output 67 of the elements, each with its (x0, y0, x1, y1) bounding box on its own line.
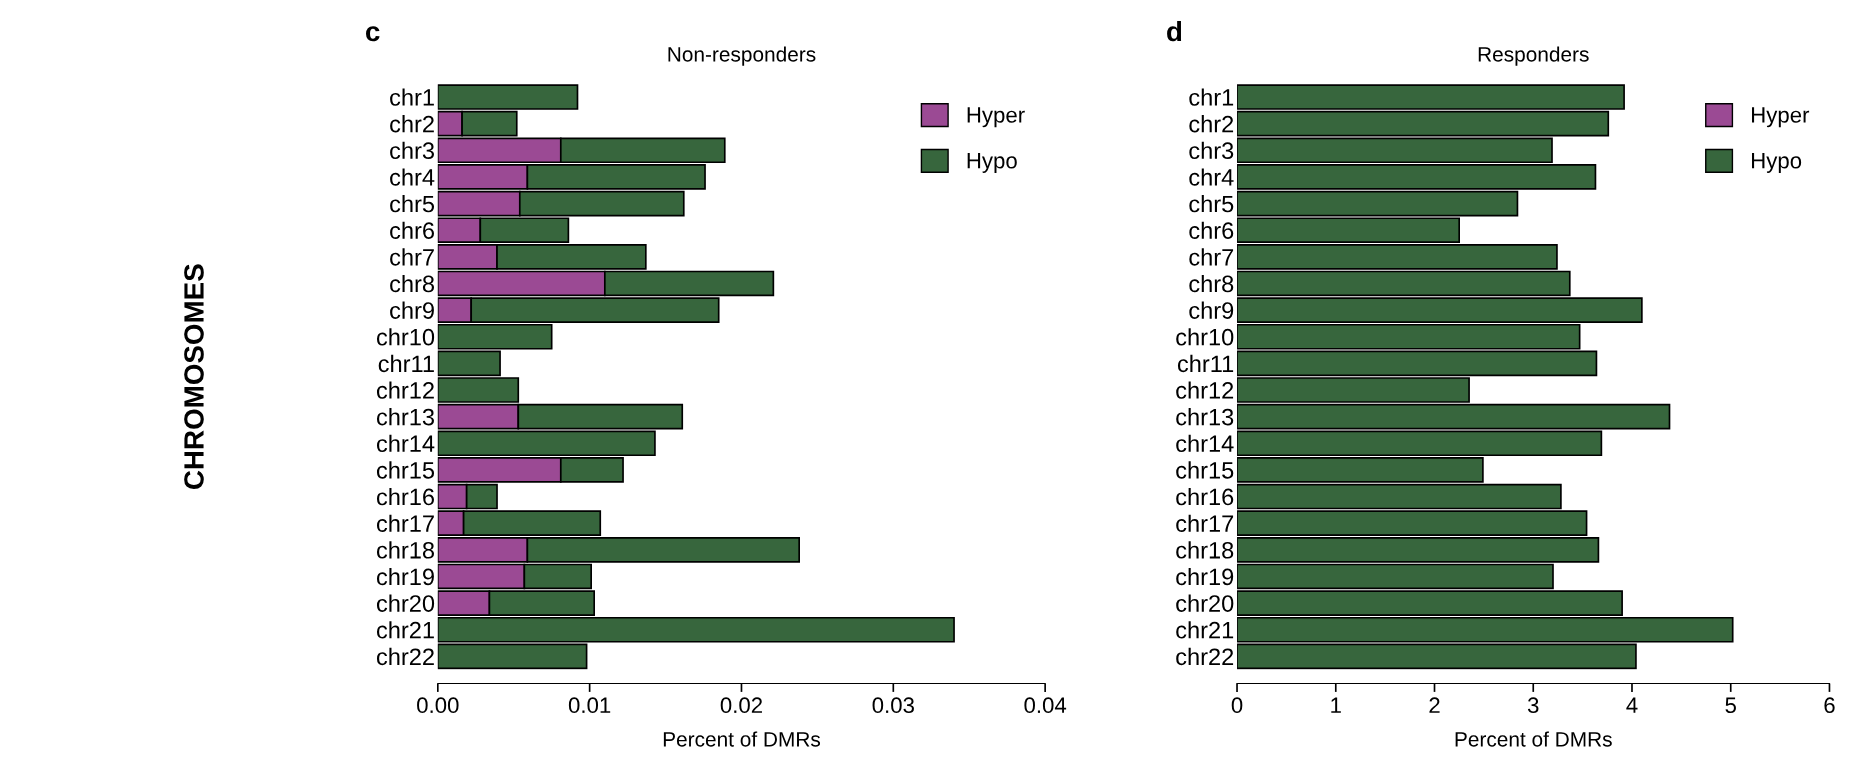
y-tick-label: chr2 (390, 115, 434, 133)
x-axis-title: Percent of DMRs (1455, 731, 1612, 747)
y-tick-label: chr13 (1176, 408, 1234, 426)
y-axis-title: CHROMOSOMES (184, 264, 204, 489)
text: c (366, 26, 380, 42)
y-tick-label: chr3 (390, 141, 434, 160)
y-tick-label: chr11 (378, 354, 434, 373)
y-tick-label: chr3 (1189, 141, 1234, 160)
y-tick-label: chr1 (1189, 88, 1234, 106)
y-tick-label: chr5 (1189, 195, 1234, 213)
x-tick-label: 2 (1429, 697, 1440, 713)
y-tick-label: chr20 (376, 594, 435, 612)
y-tick-label: chr4 (1189, 168, 1234, 186)
y-tick-label: chr19 (376, 567, 434, 586)
y-tick-label: chr15 (376, 461, 435, 479)
y-tick-label: chr11 (1177, 354, 1234, 373)
y-tick-label: chr15 (1176, 461, 1234, 479)
y-tick-label: chr8 (1189, 274, 1234, 293)
legend-label: Hypo (1752, 153, 1802, 173)
y-tick-label: chr13 (376, 408, 434, 426)
x-tick-label: 3 (1527, 697, 1539, 714)
y-tick-label: chr22 (376, 647, 434, 666)
x-axis-title: Percent of DMRs (663, 731, 821, 747)
text: d (1167, 20, 1182, 42)
y-tick-label: chr16 (1176, 488, 1234, 506)
y-tick-label: chr5 (390, 195, 435, 213)
y-tick-label: chr14 (376, 434, 435, 453)
x-tick-label: 1 (1331, 697, 1341, 713)
x-tick-label: 0.02 (720, 697, 762, 714)
y-tick-label: chr9 (1189, 301, 1234, 319)
chart-title: Responders (1478, 46, 1589, 66)
legend-label: Hyper (967, 107, 1025, 128)
x-tick-label: 0.00 (417, 697, 459, 714)
y-tick-label: chr7 (390, 248, 434, 266)
y-tick-label: chr7 (1189, 248, 1234, 266)
y-tick-label: chr10 (1176, 328, 1234, 346)
y-tick-label: chr22 (1176, 647, 1234, 666)
x-tick-label: 0.01 (568, 697, 611, 714)
y-tick-label: chr14 (1176, 434, 1234, 453)
chart-title: Non-responders (668, 46, 816, 66)
y-tick-label: chr21 (376, 621, 434, 639)
x-tick-label: 0 (1231, 697, 1243, 714)
x-tick-label: 0.03 (872, 697, 914, 714)
y-tick-label: chr19 (1176, 567, 1234, 586)
y-tick-label: chr17 (1176, 514, 1234, 532)
y-tick-label: chr10 (376, 328, 435, 346)
x-tick-label: 0.04 (1024, 697, 1067, 714)
x-tick-label: 6 (1824, 697, 1835, 714)
y-tick-label: chr6 (390, 221, 434, 239)
x-tick-label: 5 (1725, 697, 1736, 714)
y-tick-label: chr18 (376, 541, 435, 559)
y-tick-label: chr1 (390, 88, 434, 106)
legend-label: Hypo (967, 153, 1017, 173)
y-tick-label: chr12 (376, 381, 434, 399)
y-tick-label: chr9 (390, 301, 434, 319)
y-tick-label: chr6 (1189, 221, 1234, 239)
x-tick-label: 4 (1626, 697, 1638, 713)
y-tick-label: chr8 (390, 274, 434, 293)
y-tick-label: chr4 (390, 168, 435, 186)
y-tick-label: chr21 (1176, 621, 1234, 639)
y-tick-label: chr2 (1189, 115, 1234, 133)
y-tick-label: chr20 (1176, 594, 1234, 612)
y-tick-label: chr18 (1176, 541, 1234, 559)
y-tick-label: chr16 (376, 488, 434, 506)
y-tick-label: chr12 (1176, 381, 1234, 399)
y-tick-label: chr17 (376, 514, 434, 532)
legend-label: Hyper (1752, 107, 1810, 128)
